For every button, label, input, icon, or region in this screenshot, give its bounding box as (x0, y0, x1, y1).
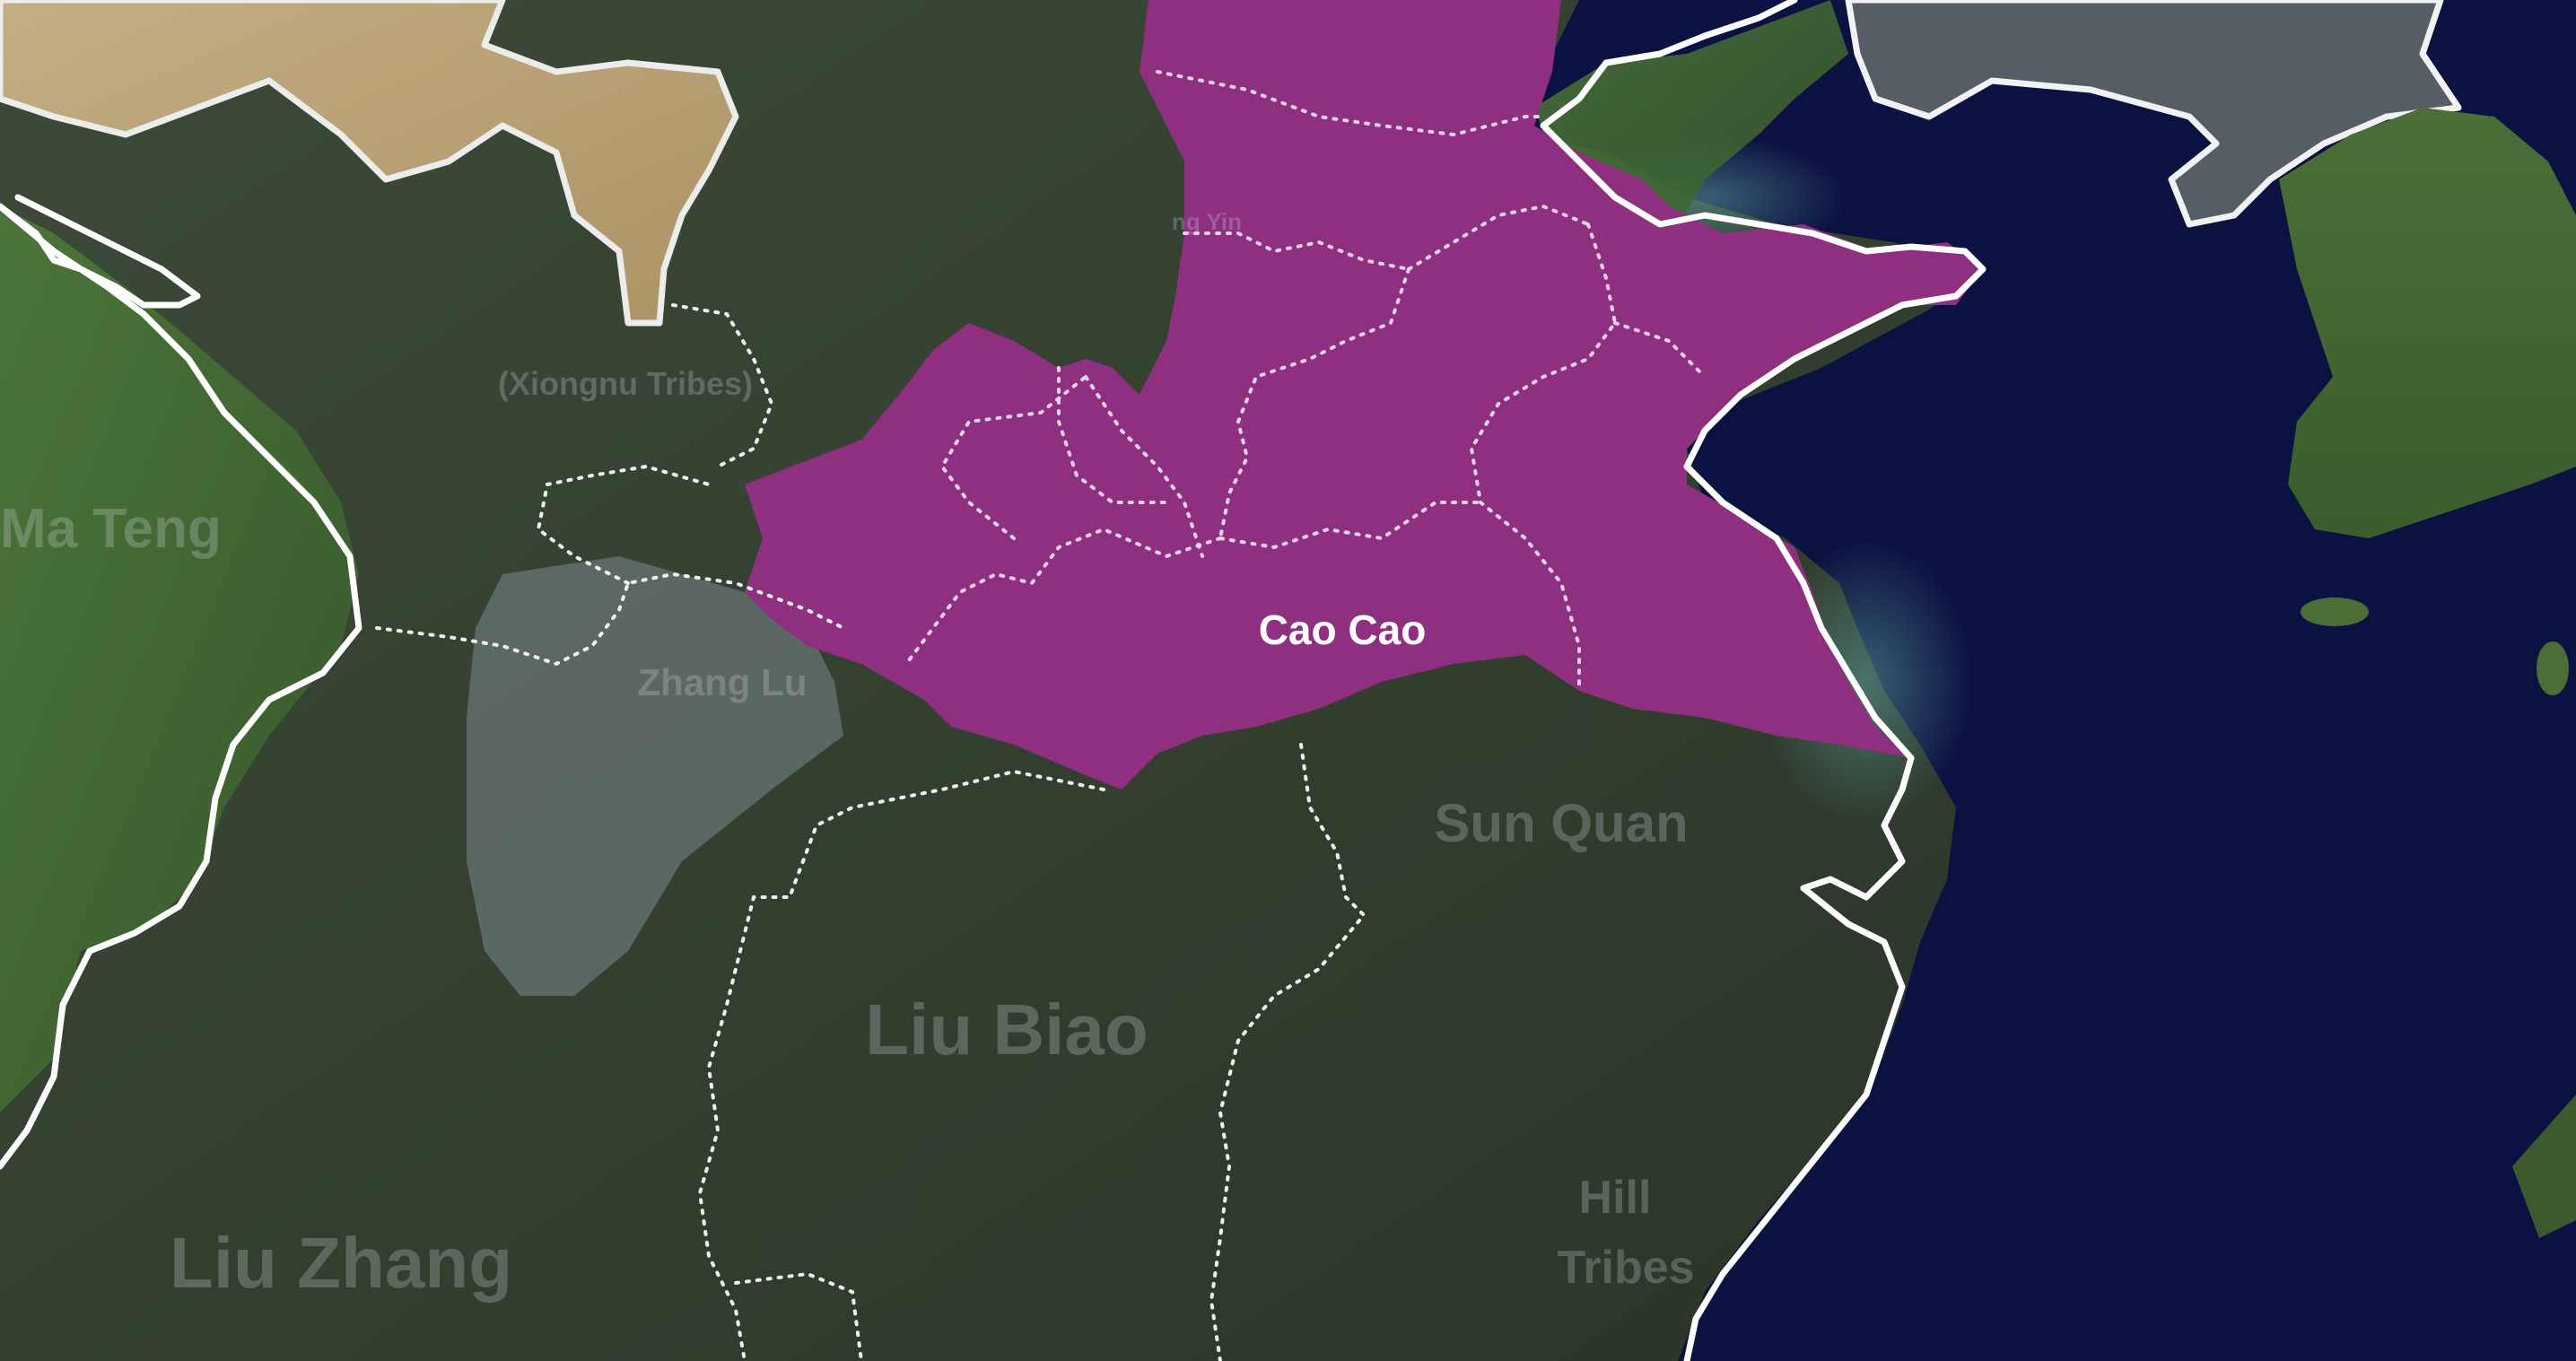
label-liu-zhang: Liu Zhang (170, 1223, 512, 1303)
zhang-lu-territory (467, 556, 843, 996)
japan-fragment (2512, 1095, 2576, 1238)
liaodong-peninsula (1845, 0, 2462, 228)
korean-peninsula (2279, 108, 2576, 538)
label-xiongnu-tribes: (Xiongnu Tribes) (498, 365, 753, 402)
label-ma-teng: Ma Teng (0, 498, 222, 560)
jeju-island (2301, 598, 2369, 626)
northwest-desert (0, 0, 739, 327)
outer-borders (0, 0, 1987, 1361)
label-sun-quan: Sun Quan (1434, 793, 1688, 853)
label-yuan-fragment: ng Yin (1172, 208, 1242, 235)
label-liu-biao: Liu Biao (865, 990, 1148, 1069)
label-zhang-lu: Zhang Lu (638, 661, 808, 703)
cao-cao-province-borders (904, 70, 1707, 693)
label-cao-cao: Cao Cao (1259, 606, 1427, 653)
cao-cao-territory (745, 0, 1983, 790)
label-tribes: Tribes (1557, 1242, 1694, 1294)
label-hill: Hill (1579, 1172, 1652, 1224)
warlord-borders (375, 303, 1367, 1361)
tsushima-island (2537, 641, 2569, 695)
west-green-land (0, 206, 359, 1112)
